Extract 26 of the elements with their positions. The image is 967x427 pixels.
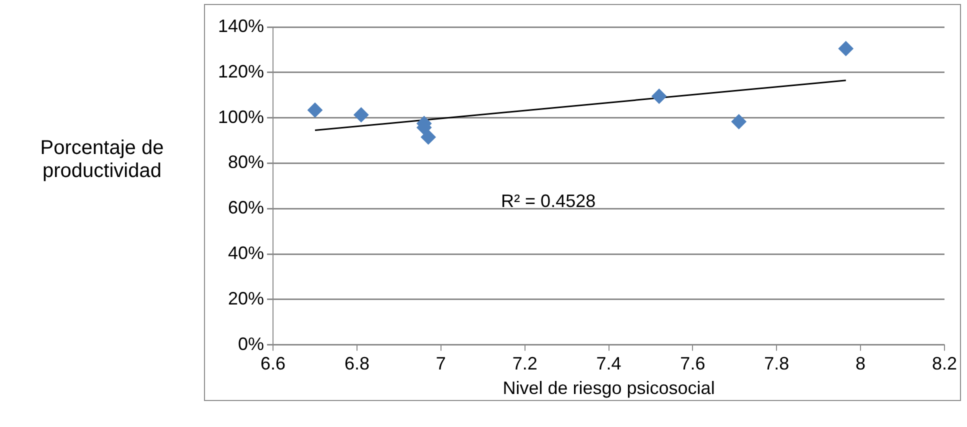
y-tick-label: 120% <box>218 61 264 82</box>
y-tick-label: 0% <box>238 334 264 354</box>
point <box>838 41 854 56</box>
x-tick-label: 7.8 <box>764 354 790 374</box>
point <box>731 114 746 130</box>
y-tick-label: 100% <box>218 106 264 127</box>
x-tick-label: 8 <box>856 354 866 374</box>
y-tick-label: 40% <box>228 242 264 263</box>
point <box>420 130 436 145</box>
x-axis-title: Nivel de riesgo psicosocial <box>502 378 715 398</box>
x-tick-label: 7 <box>436 354 446 374</box>
x-tick-label: 7.6 <box>680 354 706 374</box>
x-tick-label: 6.6 <box>260 354 286 374</box>
point <box>354 107 369 122</box>
point <box>308 102 323 118</box>
annotation: R² = 0.4528 <box>501 190 596 211</box>
y-tick-label: 140% <box>218 16 264 36</box>
point <box>652 88 667 104</box>
y-tick-label: 80% <box>228 152 264 172</box>
x-tick-label: 7.4 <box>596 354 622 374</box>
y-tick-label: 20% <box>228 288 264 308</box>
x-tick-label: 8.2 <box>932 354 958 374</box>
y-axis-title: Porcentaje de productividad <box>39 137 165 183</box>
y-tick-label: 60% <box>228 198 264 218</box>
x-tick-label: 6.8 <box>344 354 370 374</box>
x-tick-label: 7.2 <box>512 354 538 374</box>
